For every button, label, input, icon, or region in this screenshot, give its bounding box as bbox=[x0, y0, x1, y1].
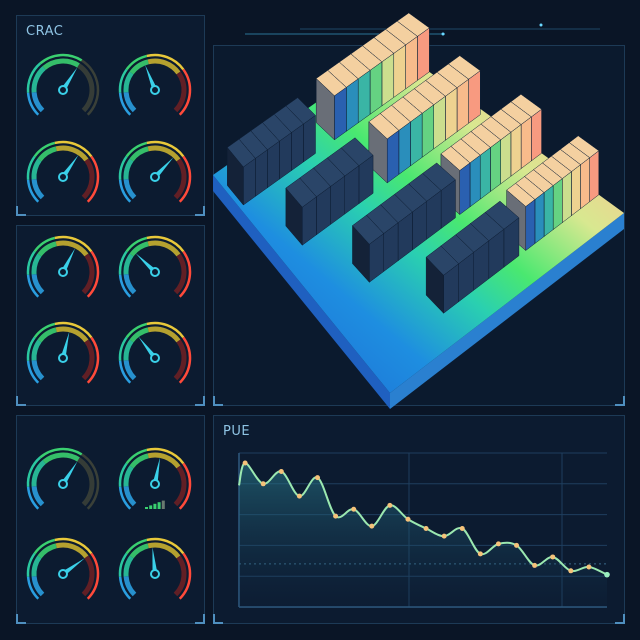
middle-gauge-panel bbox=[16, 225, 205, 406]
header-decoration bbox=[245, 23, 600, 36]
rack-top bbox=[396, 12, 430, 37]
bottom-gauge-panel bbox=[16, 415, 205, 624]
crac-gauge-panel: CRAC bbox=[16, 15, 205, 216]
pue-panel-title: PUE bbox=[223, 424, 251, 439]
deco-dot bbox=[441, 32, 445, 36]
datacenter-3d-panel[interactable] bbox=[213, 45, 625, 406]
deco-dot bbox=[539, 23, 543, 27]
pue-chart-panel: PUE bbox=[213, 415, 625, 624]
rack-top bbox=[385, 20, 418, 46]
crac-panel-title: CRAC bbox=[26, 24, 64, 39]
